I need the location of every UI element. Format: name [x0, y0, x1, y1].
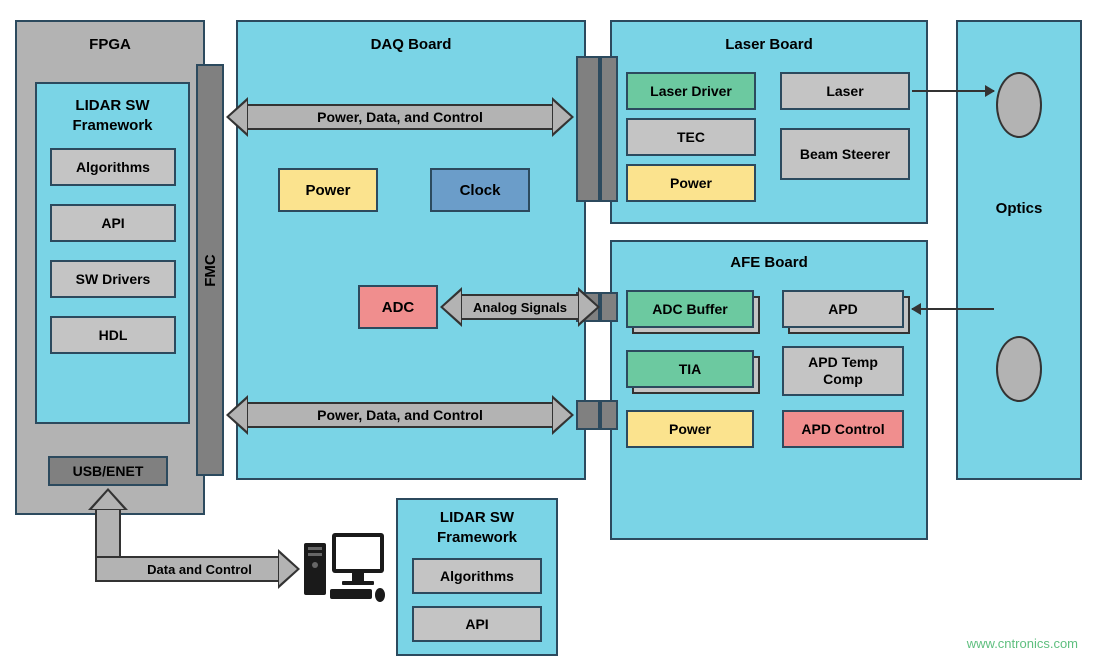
fpga-title: FPGA: [15, 36, 205, 53]
arrow-pdc-bot: Power, Data, and Control: [226, 402, 574, 428]
arrow-usb-down: [95, 488, 121, 558]
fmc-bar: FMC: [196, 64, 224, 476]
arrow-data-control: Data and Control: [95, 556, 300, 582]
usb-enet: USB/ENET: [48, 456, 168, 486]
laser-power: Power: [626, 164, 756, 202]
arrow-pdc-top: Power, Data, and Control: [226, 104, 574, 130]
arrow-analog: Analog Signals: [440, 294, 600, 320]
arrow-laser-to-optics: [912, 90, 994, 92]
afe-connector-mid: [600, 292, 618, 322]
daq-clock: Clock: [430, 168, 530, 212]
laser-laser: Laser: [780, 72, 910, 110]
fpga-api: API: [50, 204, 176, 242]
afe-title: AFE Board: [610, 254, 928, 271]
arrow-pdc-bot-label: Power, Data, and Control: [317, 407, 483, 423]
watermark: www.cntronics.com: [967, 636, 1078, 651]
arrow-data-control-label: Data and Control: [147, 562, 252, 577]
fpga-sw-title: LIDAR SW Framework: [35, 96, 190, 135]
laser-connector: [600, 56, 618, 202]
optics-lens-bot: [996, 336, 1042, 402]
arrow-pdc-top-label: Power, Data, and Control: [317, 109, 483, 125]
computer-icon: [300, 525, 390, 605]
daq-title: DAQ Board: [236, 36, 586, 53]
fpga-algorithms: Algorithms: [50, 148, 176, 186]
daq-adc: ADC: [358, 285, 438, 329]
afe-apd: APD: [782, 290, 904, 328]
afe-apd-control: APD Control: [782, 410, 904, 448]
daq-power: Power: [278, 168, 378, 212]
pc-algorithms: Algorithms: [412, 558, 542, 594]
fpga-sw-drivers: SW Drivers: [50, 260, 176, 298]
pc-sw-title: LIDAR SW Framework: [396, 508, 558, 547]
afe-adc-buffer: ADC Buffer: [626, 290, 754, 328]
optics-lens-top: [996, 72, 1042, 138]
daq-connector-bot: [576, 400, 600, 430]
afe-apd-temp: APD Temp Comp: [782, 346, 904, 396]
pc-api: API: [412, 606, 542, 642]
laser-driver: Laser Driver: [626, 72, 756, 110]
fpga-hdl: HDL: [50, 316, 176, 354]
afe-connector-bot: [600, 400, 618, 430]
laser-beam: Beam Steerer: [780, 128, 910, 180]
fmc-label: FMC: [202, 254, 219, 287]
arrow-analog-label: Analog Signals: [473, 300, 567, 315]
arrow-optics-to-afe: [912, 308, 994, 310]
daq-connector-top: [576, 56, 600, 202]
afe-tia: TIA: [626, 350, 754, 388]
afe-power: Power: [626, 410, 754, 448]
laser-title: Laser Board: [610, 36, 928, 53]
laser-tec: TEC: [626, 118, 756, 156]
optics-title: Optics: [956, 200, 1082, 217]
